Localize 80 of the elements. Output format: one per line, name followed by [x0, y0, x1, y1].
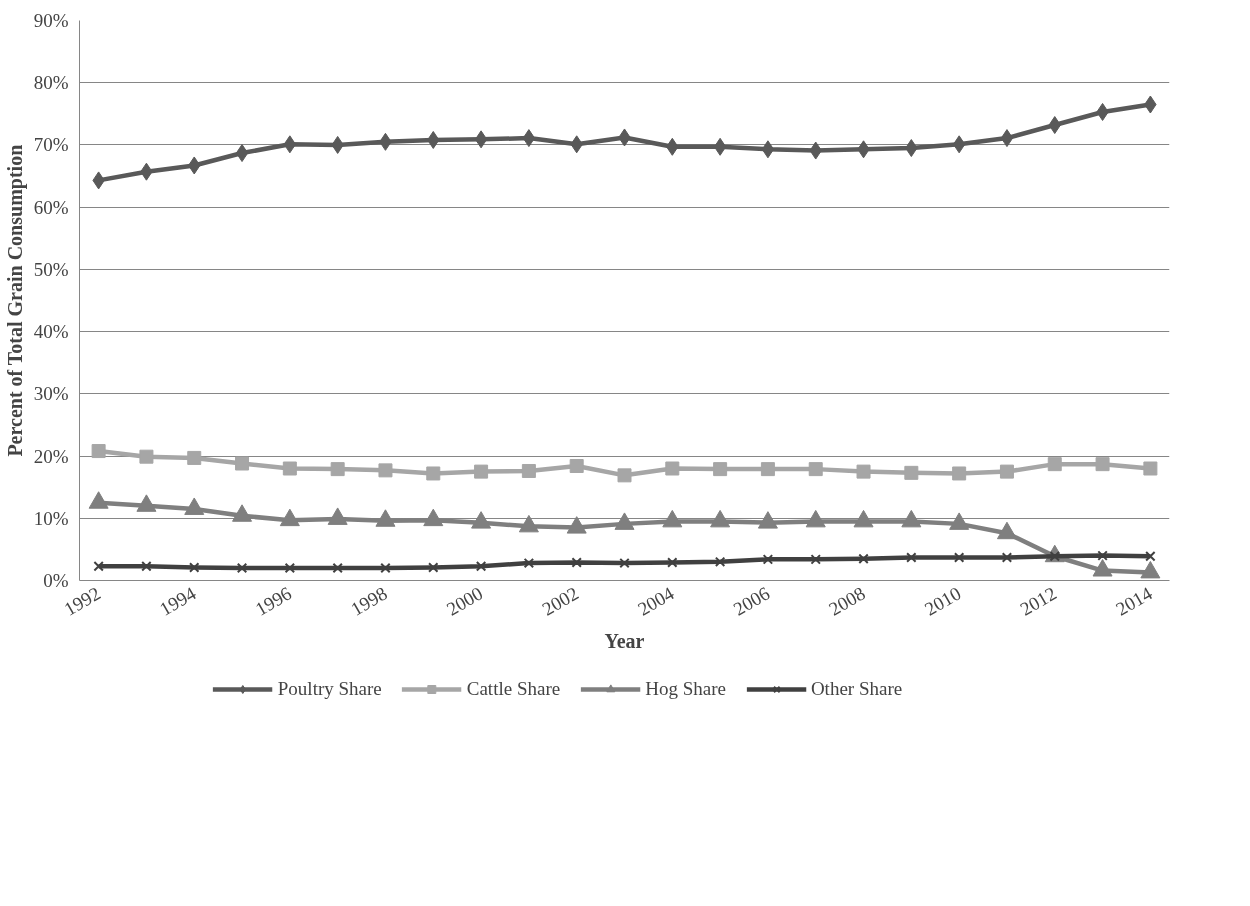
point: [1095, 457, 1110, 472]
point: [282, 461, 297, 476]
x-tick-label: 2012: [1016, 582, 1061, 620]
point: [332, 562, 343, 574]
point: [1000, 129, 1014, 148]
point: [378, 463, 393, 478]
point: [760, 462, 775, 477]
point: [952, 135, 966, 154]
point: [665, 461, 680, 476]
point: [571, 557, 582, 568]
point: [1145, 550, 1156, 562]
point: [953, 552, 965, 563]
point: [952, 466, 967, 481]
point: [521, 463, 536, 478]
point: [999, 464, 1014, 479]
point: [426, 466, 441, 481]
y-tick-label: 30%: [33, 383, 69, 405]
point: [235, 456, 250, 471]
point: [91, 444, 106, 459]
y-tick-label: 0%: [43, 570, 69, 591]
point: [428, 562, 439, 573]
point: [93, 560, 104, 572]
point: [856, 464, 871, 479]
point: [617, 468, 632, 483]
y-axis-title: Percent of Total Grain Consumption: [3, 144, 27, 457]
y-tick-label: 20%: [33, 445, 69, 467]
point: [713, 462, 728, 477]
y-tick-label: 10%: [33, 507, 69, 529]
point: [474, 130, 488, 149]
point: [284, 562, 296, 574]
point: [667, 557, 678, 568]
point: [235, 144, 249, 163]
point: [236, 562, 248, 574]
y-tick-label: 40%: [33, 321, 69, 343]
legend-label: Cattle Share: [466, 678, 561, 700]
x-tick-label: 2008: [825, 582, 869, 620]
x-tick-label: 1996: [251, 582, 296, 620]
y-tick-label: 90%: [33, 10, 69, 31]
point: [1143, 461, 1158, 476]
x-tick-label: 2004: [634, 582, 678, 620]
point: [474, 464, 489, 479]
y-tick-label: 70%: [33, 134, 69, 156]
x-tick-label: 1998: [347, 582, 391, 620]
point: [1097, 550, 1108, 561]
point: [906, 552, 917, 563]
point: [713, 137, 727, 156]
x-tick-label: 2000: [442, 582, 487, 620]
point: [858, 553, 869, 564]
x-tick-label: 1994: [156, 582, 200, 620]
point: [522, 129, 536, 148]
point: [762, 554, 774, 565]
x-tick-label: 2002: [538, 582, 582, 620]
legend-label: Hog Share: [645, 678, 726, 700]
point: [141, 560, 152, 572]
legend-label: Poultry Share: [277, 678, 382, 700]
point: [330, 462, 345, 477]
legend-label: Other Share: [810, 678, 903, 700]
y-tick-label: 80%: [33, 72, 69, 94]
point: [1047, 457, 1062, 472]
y-tick-label: 60%: [33, 196, 69, 218]
point: [1001, 552, 1013, 563]
point: [380, 562, 391, 574]
point: [810, 554, 821, 565]
point: [808, 462, 823, 477]
point: [523, 557, 535, 569]
point: [714, 556, 726, 568]
x-tick-label: 2006: [729, 582, 774, 620]
x-tick-label: 2010: [920, 582, 965, 620]
point: [475, 560, 487, 572]
x-tick-label: 2014: [1112, 582, 1157, 620]
point: [283, 135, 297, 154]
x-axis-title: Year: [604, 629, 645, 652]
point: [569, 459, 584, 474]
point: [187, 450, 202, 465]
y-tick-label: 50%: [33, 258, 69, 280]
point: [904, 465, 919, 480]
point: [188, 562, 200, 573]
point: [761, 140, 775, 159]
point: [619, 557, 630, 569]
point: [139, 449, 154, 464]
